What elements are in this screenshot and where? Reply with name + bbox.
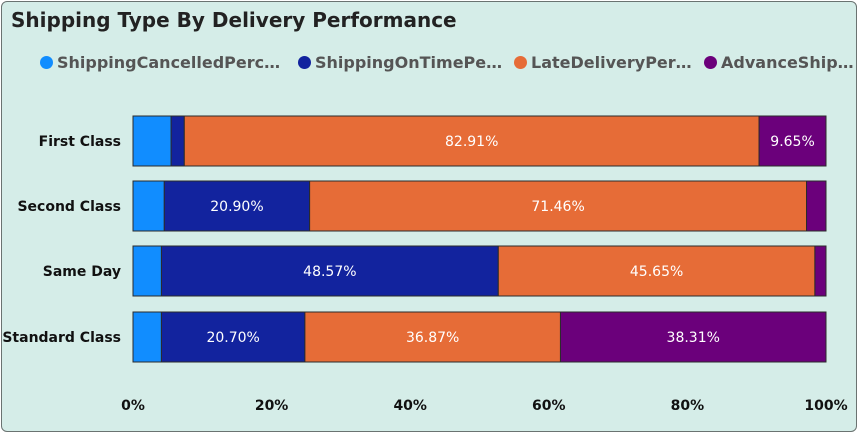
- data-label: 9.65%: [770, 134, 814, 150]
- legend-swatch: [40, 56, 53, 69]
- bar-segment[interactable]: [160, 311, 306, 363]
- bar-segment[interactable]: [758, 115, 827, 167]
- data-label: 20.70%: [206, 330, 259, 346]
- bar-segment[interactable]: [132, 311, 162, 363]
- chart-legend[interactable]: ShippingCancelledPercent... ShippingOnTim…: [40, 53, 860, 72]
- legend-swatch: [514, 56, 527, 69]
- bar-segment[interactable]: [160, 245, 499, 297]
- bar-segment[interactable]: [132, 115, 172, 167]
- data-label: 36.87%: [406, 330, 459, 346]
- chart-title: Shipping Type By Delivery Performance: [11, 8, 457, 32]
- bar-segment[interactable]: [132, 180, 165, 232]
- bar-segment[interactable]: [559, 311, 827, 363]
- data-label: 45.65%: [630, 264, 683, 280]
- bar-segment[interactable]: [132, 245, 162, 297]
- data-label: 20.90%: [210, 199, 263, 215]
- category-label: First Class: [39, 134, 121, 150]
- category-label: Second Class: [17, 199, 121, 215]
- data-label: 82.91%: [445, 134, 498, 150]
- legend-item[interactable]: ShippingCancelledPercent...: [40, 53, 289, 72]
- data-label: 71.46%: [531, 199, 584, 215]
- legend-swatch: [298, 56, 311, 69]
- data-label: 38.31%: [667, 330, 720, 346]
- bar-segment[interactable]: [497, 245, 816, 297]
- x-tick-label: 60%: [532, 398, 566, 414]
- category-label: Same Day: [43, 264, 121, 280]
- x-tick-label: 100%: [804, 398, 847, 414]
- category-label: Standard Class: [2, 330, 121, 346]
- x-tick-label: 20%: [255, 398, 289, 414]
- x-tick-label: 0%: [121, 398, 145, 414]
- legend-swatch: [704, 56, 717, 69]
- bar-segment[interactable]: [163, 180, 311, 232]
- bar-segment[interactable]: [170, 115, 185, 167]
- data-label: 48.57%: [303, 264, 356, 280]
- legend-item[interactable]: LateDeliveryPerc...: [514, 53, 695, 72]
- legend-item[interactable]: AdvanceShippi...: [704, 53, 860, 72]
- bar-segment[interactable]: [806, 180, 827, 232]
- x-tick-label: 40%: [393, 398, 427, 414]
- bar-segment[interactable]: [814, 245, 827, 297]
- x-tick-label: 80%: [671, 398, 705, 414]
- bar-segment[interactable]: [304, 311, 561, 363]
- legend-item[interactable]: ShippingOnTimePerc...: [298, 53, 505, 72]
